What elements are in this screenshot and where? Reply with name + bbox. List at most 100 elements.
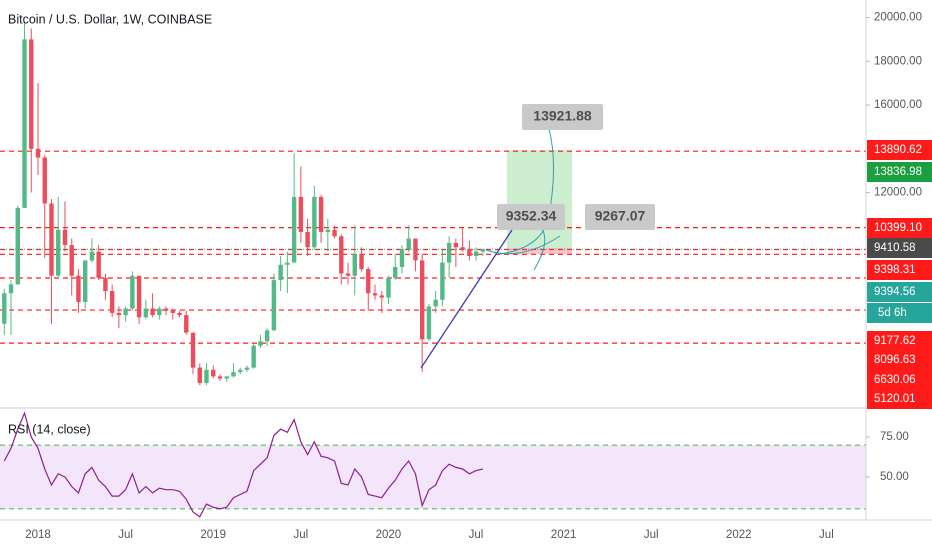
x-tick-label: Jul: [819, 529, 834, 541]
candle-body: [217, 376, 223, 379]
candle-body: [467, 249, 472, 257]
candle-body: [29, 39, 34, 149]
rsi-title: RSI (14, close): [8, 422, 91, 436]
rsi-line: [3, 411, 483, 518]
price-label-box: [867, 162, 932, 182]
candle-body: [406, 238, 411, 250]
candle-body: [251, 345, 256, 368]
candle-body: [130, 275, 135, 309]
candle-body: [136, 275, 142, 318]
candle-body: [446, 242, 452, 263]
arc: [485, 235, 561, 255]
annotation: 9352.34: [506, 208, 557, 224]
stop-zone: [507, 248, 572, 254]
candle-body: [2, 293, 7, 324]
candle-body: [258, 341, 263, 346]
chart-title: Bitcoin / U.S. Dollar, 1W, COINBASE: [8, 12, 212, 26]
price-label-box: [867, 282, 932, 302]
x-tick-label: Jul: [644, 529, 659, 541]
candle-body: [238, 369, 243, 372]
candle-body: [325, 229, 331, 232]
x-tick-label: 2020: [376, 529, 402, 541]
candle-body: [359, 253, 364, 270]
price-label: 8096.63: [874, 354, 916, 366]
candle-body: [480, 249, 486, 252]
candle-body: [339, 236, 344, 274]
rsi-band-fill: [0, 445, 866, 509]
candle-body: [89, 251, 95, 261]
candle-body: [22, 39, 27, 208]
candle-body: [231, 371, 236, 377]
rsi-tick-label: 50.00: [880, 471, 909, 483]
x-tick-label: Jul: [118, 529, 133, 541]
candle-body: [103, 277, 108, 292]
price-label-box: [867, 218, 932, 238]
candle-body: [62, 229, 68, 246]
price-label: 13836.98: [874, 166, 922, 178]
x-tick-label: 2022: [726, 529, 752, 541]
candle-body: [426, 306, 432, 340]
candle-body: [177, 312, 182, 316]
candle-body: [312, 196, 317, 248]
candle-body: [473, 251, 479, 257]
candle-body: [305, 231, 310, 248]
candle-body: [123, 308, 128, 316]
countdown-label: 5d 6h: [878, 307, 907, 319]
price-label-box: [867, 370, 932, 390]
candle-body: [82, 260, 88, 302]
candle-body: [271, 280, 277, 331]
candle-body: [8, 284, 14, 294]
candle-body: [116, 312, 122, 316]
annotation: 13921.88: [533, 108, 592, 124]
price-label: 10399.10: [874, 222, 922, 234]
candle-body: [352, 253, 357, 276]
candle-body: [386, 277, 391, 298]
x-tick-label: 2019: [200, 529, 226, 541]
price-label: 13890.62: [874, 144, 922, 156]
candle-body: [285, 262, 290, 265]
x-tick-label: Jul: [469, 529, 484, 541]
candle-body: [379, 295, 384, 298]
y-tick-label: 18000.00: [874, 55, 922, 67]
rsi-tick-label: 75.00: [880, 431, 909, 443]
candle-body: [184, 315, 189, 333]
annotation-box: [497, 204, 565, 230]
x-tick-label: Jul: [293, 529, 308, 541]
candle-body: [197, 367, 202, 383]
candle-body: [332, 229, 337, 237]
candle-body: [157, 308, 162, 316]
price-label: 6630.06: [874, 374, 916, 386]
price-label: 9177.62: [874, 335, 916, 347]
current-price-box: [867, 238, 932, 258]
price-label-box: [867, 331, 932, 351]
y-tick-label: 12000.00: [874, 187, 922, 199]
target-zone: [507, 150, 572, 248]
candle-body: [399, 249, 405, 267]
candle-body: [318, 196, 324, 232]
candle-body: [109, 291, 115, 313]
price-label-box: [867, 350, 932, 370]
candle-body: [419, 260, 425, 340]
price-label: 9398.31: [874, 264, 916, 276]
candle-body: [244, 367, 250, 370]
candle-body: [69, 245, 74, 276]
annotation-box: [522, 104, 603, 130]
x-tick-label: 2021: [551, 529, 577, 541]
candle-body: [440, 262, 445, 300]
price-label: 9394.56: [874, 286, 916, 298]
candle-body: [163, 308, 169, 311]
price-label-box: [867, 389, 932, 409]
candle-body: [143, 308, 149, 318]
candle-body: [453, 242, 459, 248]
candle-body: [56, 229, 61, 276]
candle-body: [96, 251, 101, 278]
candle-body: [278, 264, 283, 281]
candle-body: [393, 266, 398, 278]
candle-body: [211, 369, 216, 377]
candle-body: [35, 148, 41, 158]
candle-body: [291, 196, 297, 263]
candle-body: [433, 299, 438, 307]
candle-body: [76, 275, 81, 302]
